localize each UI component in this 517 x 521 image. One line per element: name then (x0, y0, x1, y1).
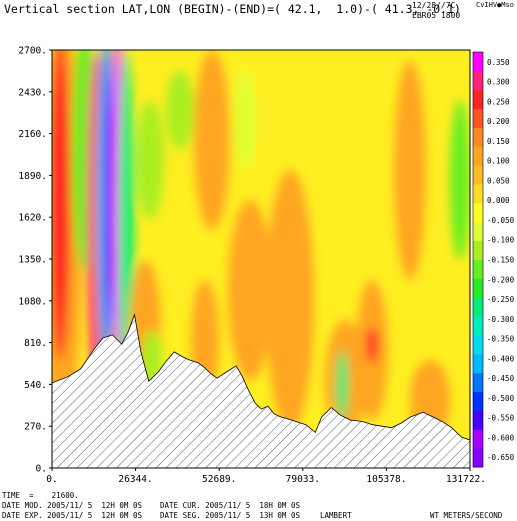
y-tick-label: 2430. (18, 87, 47, 98)
colorbar-segment (473, 410, 483, 430)
blob-blue (102, 50, 112, 360)
colorbar-segment (473, 108, 483, 128)
colorbar-tick-label: 0.350 (487, 58, 510, 67)
blob-green-4 (336, 350, 348, 420)
colorbar-tick-label: 0.050 (487, 176, 510, 185)
colorbar-segment (473, 316, 483, 336)
y-tick-label: 270. (24, 422, 47, 433)
blob-green-2 (118, 50, 134, 390)
colorbar-tick-label: -0.100 (487, 236, 515, 245)
colorbar-segment (473, 52, 483, 72)
colorbar-segment (473, 184, 483, 204)
colorbar-tick-label: -0.550 (487, 414, 515, 423)
x-axis: 0. 26344. 52689. 79033. 105378. 131722. (46, 468, 486, 485)
colorbar-tick-label: -0.300 (487, 315, 515, 324)
footer-time: TIME = 21600. (2, 491, 79, 500)
colorbar-segment (473, 297, 483, 317)
footer-date-mod: DATE MOD. 2005/11/ 5 12H 0M 0S (2, 501, 142, 510)
blob-ltgreen-2 (166, 70, 194, 150)
footer-date-cur: DATE CUR. 2005/11/ 5 18H 0M 0S (160, 501, 300, 510)
x-tick-label: 131722. (446, 474, 486, 485)
run-stamp: 12/28//7C (412, 1, 456, 10)
colorbar-frame (472, 51, 484, 468)
colorbar-tick-label: 0.000 (487, 196, 510, 205)
blob-orange-2 (194, 50, 230, 230)
colorbar-tick-label: 0.300 (487, 78, 510, 87)
y-tick-label: 540. (24, 380, 47, 391)
footer-projection: LAMBERT (320, 511, 352, 520)
colorbar-segment (473, 334, 483, 355)
colorbar-segment (473, 202, 483, 223)
colorbar-segment (473, 372, 483, 393)
footer-units: WT METERS/SECOND (430, 511, 503, 520)
colorbar-tick-label: -0.050 (487, 216, 515, 225)
blob-green-3 (450, 100, 470, 260)
colorbar-segment (473, 240, 483, 260)
colorbar (472, 51, 484, 468)
x-tick-label: 79033. (286, 474, 320, 485)
y-axis: 0. 270. 540. 810. 1080. 1350. 1620. 1890. 2160. 2… (18, 46, 52, 475)
colorbar-tick-label: -0.400 (487, 354, 515, 363)
colorbar-tick-label: 0.200 (487, 117, 510, 126)
colorbar-tick-label: -0.500 (487, 394, 515, 403)
x-tick-label: 52689. (202, 474, 236, 485)
colorbar-tick-label: -0.650 (487, 453, 515, 462)
colorbar-tick-label: 0.250 (487, 97, 510, 106)
footer-date-exp: DATE EXP. 2005/11/ 5 12H 0M 0S (2, 511, 142, 520)
colorbar-segment (473, 70, 483, 91)
blob-left-red (52, 50, 70, 360)
colorbar-segment (473, 278, 483, 298)
y-tick-label: 1620. (18, 213, 47, 224)
y-tick-label: 1350. (18, 255, 47, 266)
colorbar-tick-label: -0.600 (487, 433, 515, 442)
y-tick-label: 2160. (18, 129, 47, 140)
colorbar-segment (473, 391, 483, 411)
colorbar-segment (473, 221, 483, 242)
x-tick-label: 105378. (366, 474, 406, 485)
blob-orange-5 (266, 170, 314, 430)
y-tick-label: 810. (24, 338, 47, 349)
x-tick-label: 0. (46, 474, 57, 485)
y-tick-label: 0. (36, 464, 47, 475)
blob-orange-8 (394, 60, 426, 280)
colorbar-segment (473, 353, 483, 374)
terrain-mask (52, 313, 470, 468)
field-blobs (52, 50, 470, 450)
y-tick-label: 1080. (18, 296, 47, 307)
run-id: EBR05 1800 (412, 11, 461, 20)
colorbar-ticks: 0.350 0.300 0.250 0.200 0.150 0.100 0.050 0.000… (487, 58, 515, 462)
colorbar-segment (473, 146, 483, 166)
colorbar-segment (473, 429, 483, 449)
x-tick-label: 26344. (118, 474, 152, 485)
brand-logo: CvIHV●Mso (476, 1, 514, 9)
blob-orange-4 (228, 200, 272, 380)
colorbar-segment (473, 165, 483, 185)
chart-title: Vertical section LAT,LON (BEGIN)-(END)=(… (4, 2, 461, 16)
y-tick-label: 1890. (18, 171, 47, 182)
colorbar-segment (473, 127, 483, 147)
colorbar-tick-label: 0.100 (487, 157, 510, 166)
colorbar-tick-label: -0.450 (487, 374, 515, 383)
footer-date-seg: DATE SEG. 2005/11/ 5 13H 0M 0S (160, 511, 300, 520)
colorbar-segment (473, 89, 483, 110)
blob-red-3 (366, 327, 378, 363)
colorbar-tick-label: -0.250 (487, 295, 515, 304)
colorbar-tick-label: -0.150 (487, 256, 515, 265)
blob-ltgreen-3 (235, 70, 255, 170)
blob-ltgreen-1 (136, 100, 164, 220)
colorbar-tick-label: 0.150 (487, 137, 510, 146)
colorbar-segment (473, 259, 483, 279)
colorbar-segment (473, 448, 483, 468)
y-tick-label: 2700. (18, 46, 47, 57)
colorbar-tick-label: -0.200 (487, 275, 515, 284)
wt-field (52, 50, 470, 468)
colorbar-tick-label: -0.350 (487, 335, 515, 344)
